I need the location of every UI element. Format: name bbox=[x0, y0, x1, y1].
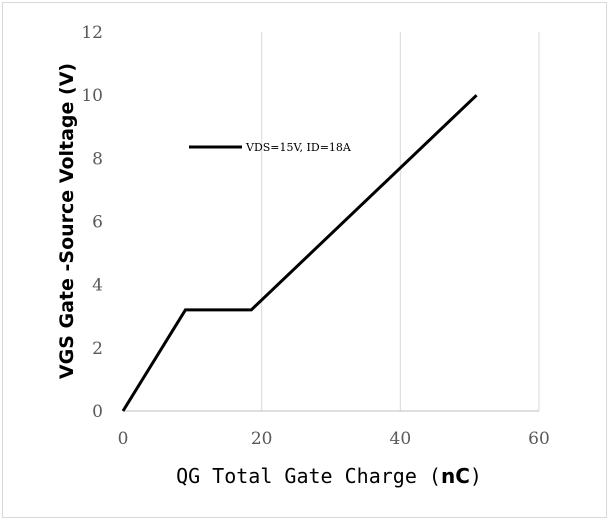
y-tick-label-0: 0 bbox=[92, 402, 103, 422]
grid-lines bbox=[261, 32, 540, 411]
series-line-0 bbox=[121, 94, 478, 412]
y-tick-label-10: 10 bbox=[81, 86, 103, 106]
x-tick-label-60: 60 bbox=[528, 429, 550, 449]
y-tick-label-8: 8 bbox=[92, 149, 103, 169]
y-tick-label-12: 12 bbox=[81, 23, 103, 43]
x-tick-label-40: 40 bbox=[390, 429, 412, 449]
legend: VDS=15V, ID=18A bbox=[189, 141, 352, 154]
y-tick-labels: 0 2 4 6 8 10 12 bbox=[81, 23, 103, 422]
y-tick-label-4: 4 bbox=[92, 276, 103, 296]
legend-label: VDS=15V, ID=18A bbox=[245, 141, 352, 154]
x-tick-labels: 0 20 40 60 bbox=[118, 429, 550, 449]
x-axis-label: QG Total Gate Charge (nC) bbox=[176, 464, 482, 488]
y-tick-label-6: 6 bbox=[92, 213, 103, 233]
series-lines bbox=[121, 94, 478, 412]
y-axis-label: VGS Gate -Source Voltage (V) bbox=[56, 63, 78, 379]
x-tick-label-0: 0 bbox=[118, 429, 129, 449]
x-tick-label-20: 20 bbox=[251, 429, 273, 449]
y-tick-label-2: 2 bbox=[92, 339, 103, 359]
